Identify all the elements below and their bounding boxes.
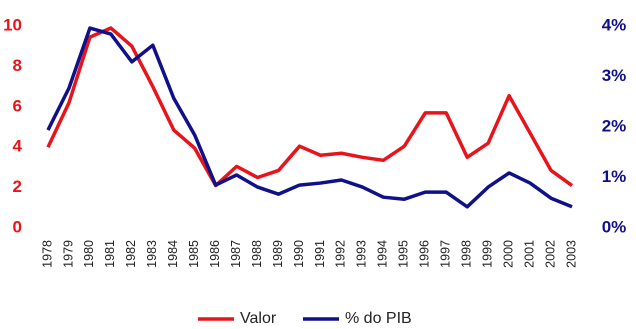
y2-tick-label: 0% <box>602 217 627 236</box>
y-tick-label: 4 <box>13 137 23 156</box>
x-tick-label: 1991 <box>313 240 327 268</box>
x-tick-label: 1995 <box>397 240 411 268</box>
x-tick-label: 1981 <box>103 240 117 268</box>
y-tick-label: 8 <box>13 56 22 75</box>
x-tick-label: 1999 <box>480 240 494 268</box>
y2-tick-label: 2% <box>602 116 627 135</box>
x-tick-label: 1985 <box>187 240 201 268</box>
y2-tick-label: 4% <box>602 15 627 34</box>
x-tick-label: 1983 <box>145 240 159 268</box>
x-tick-label: 1988 <box>250 240 264 268</box>
y-tick-label: 10 <box>3 15 22 34</box>
legend-label: Valor <box>240 310 277 327</box>
legend-label: % do PIB <box>345 310 412 327</box>
x-tick-label: 1996 <box>418 240 432 268</box>
x-tick-label: 1987 <box>229 240 243 268</box>
x-tick-label: 1984 <box>166 240 180 268</box>
x-tick-label: 2000 <box>501 240 515 268</box>
y-tick-label: 6 <box>13 96 22 115</box>
series-line <box>46 26 574 188</box>
x-tick-label: 1989 <box>271 240 285 268</box>
x-tick-label: 2002 <box>543 240 557 268</box>
series-line <box>46 26 573 209</box>
x-tick-label: 1980 <box>82 240 96 268</box>
x-tick-label: 2003 <box>564 240 578 268</box>
x-tick-label: 1982 <box>124 240 138 268</box>
x-tick-label: 1990 <box>292 240 306 268</box>
x-tick-label: 1986 <box>208 240 222 268</box>
y-tick-label: 0 <box>13 217 22 236</box>
y2-tick-label: 1% <box>602 167 627 186</box>
x-tick-label: 2001 <box>522 240 536 268</box>
x-tick-label: 1998 <box>459 240 473 268</box>
x-tick-label: 1997 <box>439 240 453 268</box>
x-tick-label: 1994 <box>376 240 390 268</box>
x-tick-label: 1992 <box>334 240 348 268</box>
x-tick-label: 1993 <box>355 240 369 268</box>
x-tick-label: 1978 <box>40 240 54 268</box>
y2-tick-label: 3% <box>602 66 627 85</box>
x-tick-label: 1979 <box>61 240 75 268</box>
y-tick-label: 2 <box>13 177 22 196</box>
